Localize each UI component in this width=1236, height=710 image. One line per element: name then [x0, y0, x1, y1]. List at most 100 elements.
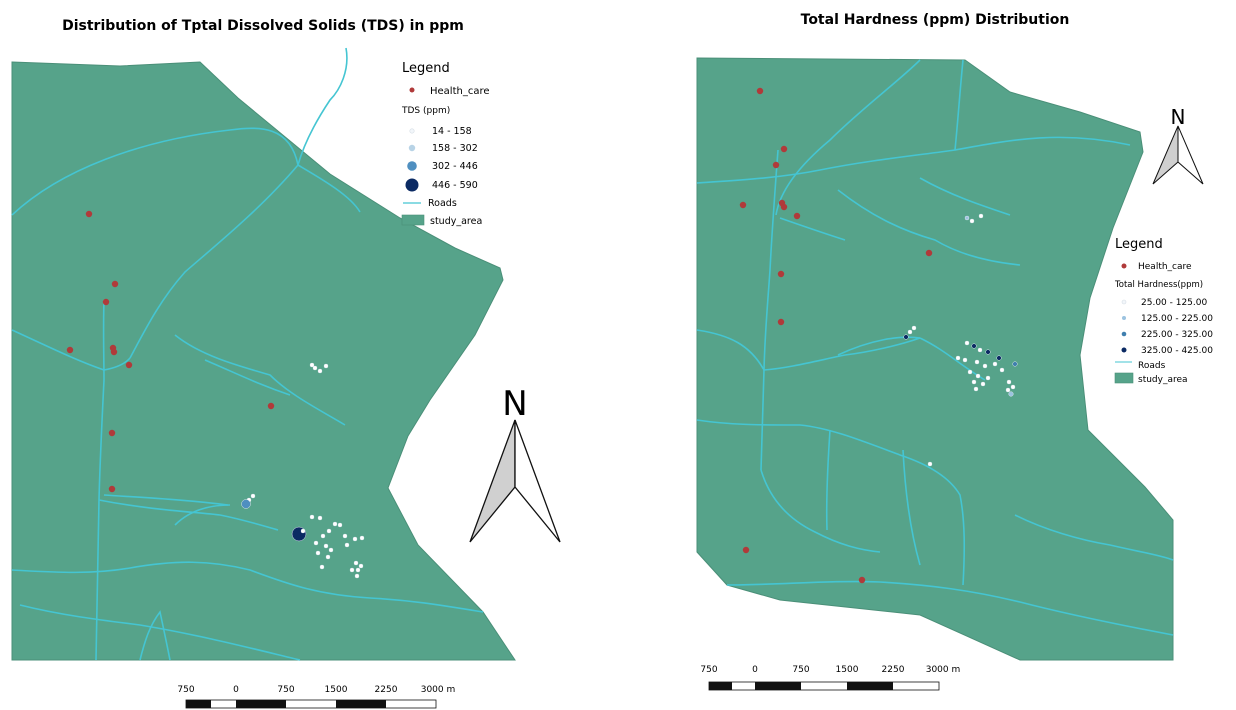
- tds-sample-point: [317, 515, 323, 521]
- scale-label: 2250: [882, 665, 905, 675]
- left-map-title: Distribution of Tptal Dissolved Solids (…: [62, 18, 464, 34]
- tds-sample-point: [320, 533, 326, 539]
- study-area-swatch: [1114, 372, 1134, 384]
- left-tds-samples: [241, 362, 365, 579]
- hardness-sample-point: [969, 218, 975, 224]
- hardness-sample-point: [985, 375, 991, 381]
- legend-study-area-label: study_area: [1138, 375, 1188, 385]
- north-label: N: [502, 384, 527, 424]
- tds-sample-point: [250, 493, 256, 499]
- hardness-sample-point: [971, 379, 977, 385]
- tds-sample-point: [353, 560, 359, 566]
- tds-sample-point: [300, 528, 306, 534]
- health-care-point: [777, 270, 785, 278]
- health-care-point: [267, 402, 275, 410]
- hardness-sample-point: [1005, 387, 1011, 393]
- right-study-area: [696, 57, 1174, 661]
- hardness-class-swatch: [1121, 331, 1127, 337]
- left-study-area: [11, 61, 516, 661]
- left-roads: [11, 47, 484, 661]
- hardness-sample-point: [964, 340, 970, 346]
- hardness-sample-point: [971, 343, 977, 349]
- hardness-class-label: 125.00 - 225.00: [1141, 314, 1213, 324]
- tds-sample-point: [323, 543, 329, 549]
- legend-health-care-label: Health_care: [1138, 262, 1192, 272]
- left-legend: Legend Health_care TDS (ppm) 14 - 158 15…: [401, 61, 490, 227]
- left-scale-bar: 750 0 750 1500 2250 3000 m: [177, 685, 455, 709]
- hardness-sample-point: [907, 329, 913, 335]
- hardness-sample-point: [980, 381, 986, 387]
- hardness-sample-point: [1010, 384, 1016, 390]
- left-north-arrow: N: [469, 384, 561, 543]
- tds-class-label: 14 - 158: [432, 126, 472, 137]
- scale-label: 0: [233, 685, 239, 695]
- health-care-point: [772, 161, 780, 169]
- tds-sample-point: [312, 365, 318, 371]
- hardness-class-label: 25.00 - 125.00: [1141, 298, 1207, 308]
- hardness-class-label: 225.00 - 325.00: [1141, 330, 1213, 340]
- hardness-sample-point: [962, 357, 968, 363]
- study-area-swatch: [401, 214, 425, 226]
- tds-sample-point: [309, 514, 315, 520]
- tds-sample-point: [342, 533, 348, 539]
- tds-sample-point: [309, 362, 315, 368]
- health-care-point: [102, 298, 110, 306]
- health-care-point: [742, 546, 750, 554]
- right-health-care-points: [739, 87, 933, 584]
- right-map: Total Hardness (ppm) Distribution: [696, 12, 1213, 691]
- hardness-class-label: 325.00 - 425.00: [1141, 346, 1213, 356]
- health-care-point: [756, 87, 764, 95]
- right-roads: [696, 59, 1174, 636]
- right-scale-bar: 750 0 750 1500 2250 3000 m: [700, 665, 961, 691]
- scale-label: 0: [752, 665, 758, 675]
- health-care-point: [858, 576, 866, 584]
- tds-class-swatch: [408, 144, 416, 152]
- tds-sample-point: [355, 567, 361, 573]
- legend-study-area-label: study_area: [430, 216, 482, 227]
- scale-label: 1500: [325, 685, 348, 695]
- scale-label: 750: [792, 665, 809, 675]
- health-care-point: [110, 348, 118, 356]
- hardness-sample-point: [978, 213, 984, 219]
- legend-roads-label: Roads: [1138, 361, 1166, 371]
- tds-sample-point: [354, 573, 360, 579]
- hardness-sample-point: [927, 461, 933, 467]
- hardness-sample-point: [955, 355, 961, 361]
- legend-class-title: Total Hardness(ppm): [1114, 280, 1203, 290]
- tds-sample-point: [325, 554, 331, 560]
- tds-sample-point: [241, 499, 251, 509]
- hardness-sample-point: [973, 386, 979, 392]
- hardness-sample-point: [985, 349, 991, 355]
- tds-sample-point: [352, 536, 358, 542]
- health-care-point: [780, 145, 788, 153]
- tds-sample-point: [344, 542, 350, 548]
- tds-sample-point: [359, 535, 365, 541]
- health-care-point: [111, 280, 119, 288]
- tds-sample-point: [337, 522, 343, 528]
- right-hardness-samples: [903, 213, 1018, 467]
- health-care-point: [925, 249, 933, 257]
- tds-sample-point: [349, 567, 355, 573]
- hardness-sample-point: [974, 359, 980, 365]
- tds-sample-point: [332, 521, 338, 527]
- tds-class-swatch: [409, 128, 415, 134]
- health-care-point: [793, 212, 801, 220]
- hardness-sample-point: [967, 369, 973, 375]
- hardness-sample-point: [1008, 391, 1014, 397]
- north-label: N: [1171, 105, 1186, 129]
- legend-health-care-label: Health_care: [430, 86, 490, 97]
- hardness-sample-point: [911, 325, 917, 331]
- tds-sample-point: [358, 563, 364, 569]
- tds-sample-point: [326, 528, 332, 534]
- hardness-sample-point: [982, 363, 988, 369]
- hardness-sample-point: [1006, 379, 1012, 385]
- hardness-sample-point: [1012, 361, 1018, 367]
- health-care-swatch: [409, 87, 415, 93]
- scale-label: 750: [277, 685, 294, 695]
- hardness-sample-point: [992, 361, 998, 367]
- tds-sample-point: [315, 550, 321, 556]
- hardness-sample-point: [903, 334, 909, 340]
- scale-label: 3000 m: [926, 665, 961, 675]
- hardness-sample-point: [964, 215, 970, 221]
